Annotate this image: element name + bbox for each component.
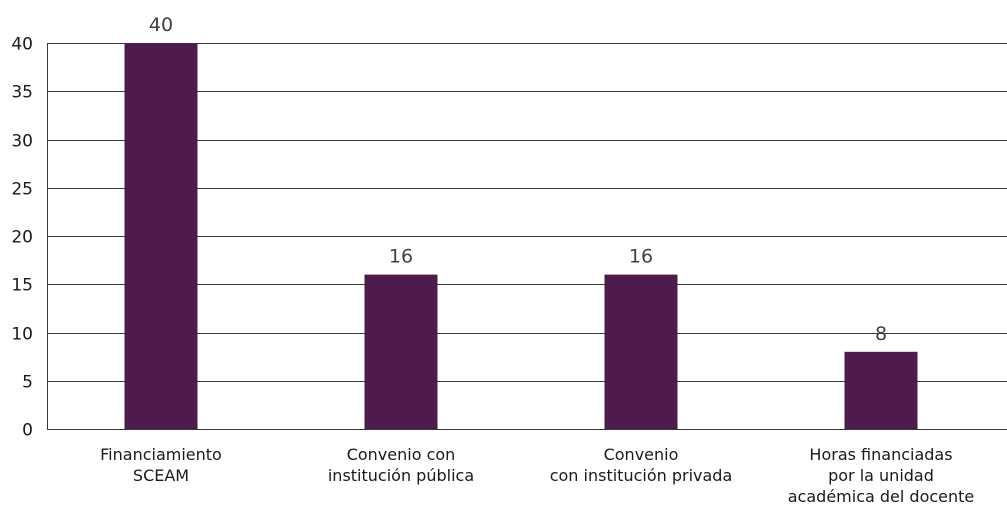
y-tick-label: 30 xyxy=(11,132,33,152)
category-label-line: académica del docente xyxy=(788,487,975,506)
y-tick-label: 10 xyxy=(11,325,33,345)
gridlines xyxy=(47,43,1007,430)
data-label: 8 xyxy=(875,323,887,345)
bars xyxy=(124,43,918,429)
data-label: 16 xyxy=(629,246,653,268)
y-tick-label: 40 xyxy=(11,35,33,55)
data-labels: 40 16 16 8 xyxy=(149,14,887,345)
category-label-line: Convenio con xyxy=(347,445,456,464)
category-label: Convenio con institución privada xyxy=(550,445,733,485)
y-tick-label: 25 xyxy=(11,180,33,200)
category-label-line: institución pública xyxy=(328,466,474,485)
y-tick-label: 0 xyxy=(22,421,33,441)
y-tick-label: 20 xyxy=(11,228,33,248)
y-tick-label: 5 xyxy=(22,373,33,393)
category-label-line: SCEAM xyxy=(133,466,189,485)
y-tick-label: 15 xyxy=(11,276,33,296)
bar xyxy=(604,274,678,429)
bar xyxy=(844,351,918,429)
category-label-line: con institución privada xyxy=(550,466,733,485)
category-label-line: Convenio xyxy=(604,445,679,464)
category-label: Convenio con institución pública xyxy=(328,445,474,485)
data-label: 16 xyxy=(389,246,413,268)
y-tick-label: 35 xyxy=(11,83,33,103)
category-label-line: por la unidad xyxy=(828,466,934,485)
category-label-line: Horas financiadas xyxy=(809,445,952,464)
bar xyxy=(124,43,198,429)
category-label-line: Financiamiento xyxy=(100,445,222,464)
bar xyxy=(364,274,438,429)
x-axis-categories: Financiamiento SCEAM Convenio con instituci… xyxy=(100,445,974,506)
category-label: Financiamiento SCEAM xyxy=(100,445,222,485)
category-label: Horas financiadas por la unidad académica … xyxy=(788,445,975,506)
data-label: 40 xyxy=(149,14,173,36)
y-axis-ticks: 0 5 10 15 20 25 30 35 40 xyxy=(11,35,33,441)
